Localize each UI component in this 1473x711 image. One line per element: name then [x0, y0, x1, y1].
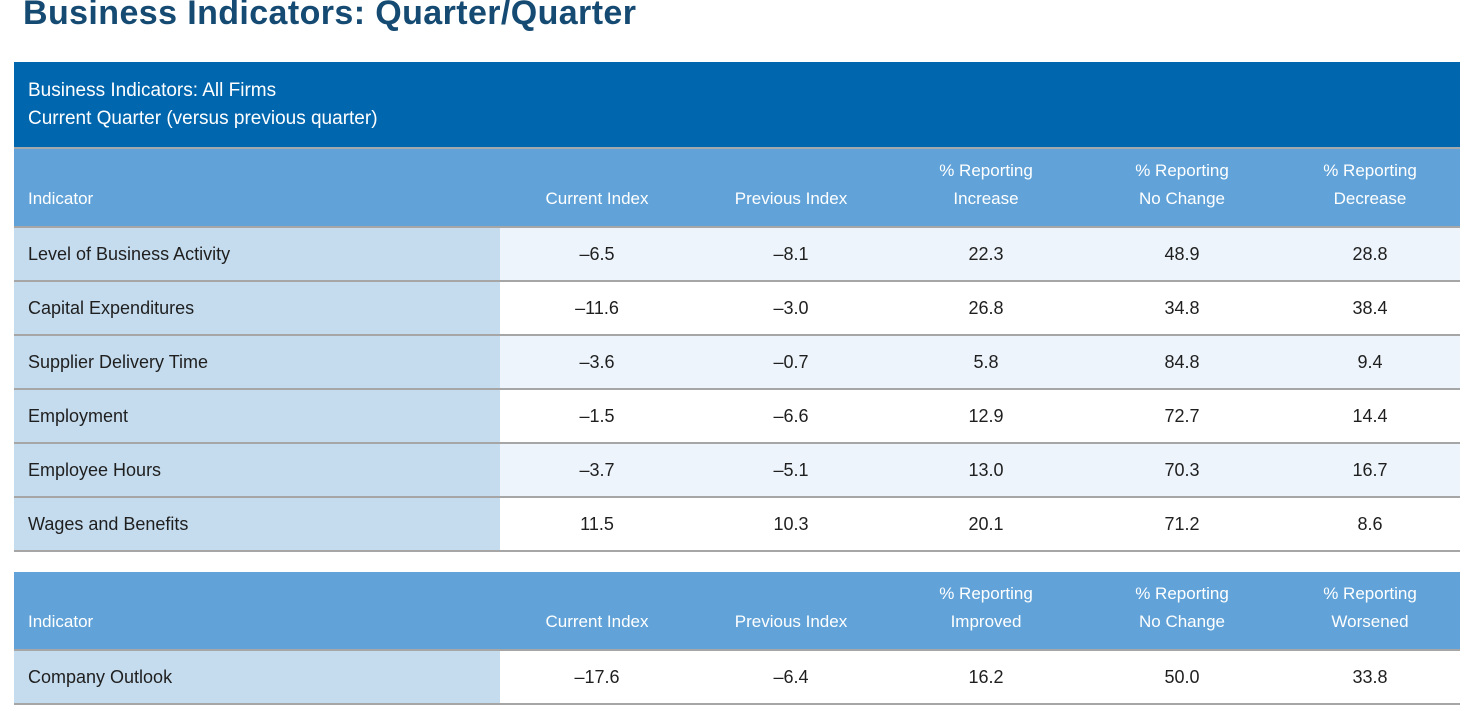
value-cell: –5.1 — [694, 444, 888, 496]
value-cell: 26.8 — [888, 282, 1084, 334]
column-header: Indicator — [28, 612, 94, 631]
value-cell: 11.5 — [500, 498, 694, 550]
value-cell: 33.8 — [1280, 651, 1460, 703]
indicator-cell: Supplier Delivery Time — [14, 336, 500, 388]
value-cell: 72.7 — [1084, 390, 1280, 442]
table-row: Level of Business Activity –6.5 –8.1 22.3 48… — [14, 226, 1460, 280]
column-header: % Reporting Decrease — [1323, 161, 1417, 208]
value-cell: 10.3 — [694, 498, 888, 550]
column-header: Current Index — [545, 612, 649, 631]
column-header: % Reporting Improved — [939, 584, 1033, 631]
value-cell: –3.0 — [694, 282, 888, 334]
column-header: Previous Index — [734, 189, 848, 208]
value-cell: 12.9 — [888, 390, 1084, 442]
column-header: Previous Index — [734, 612, 848, 631]
table-row: Company Outlook –17.6 –6.4 16.2 50.0 33.8 — [14, 649, 1460, 703]
value-cell: –17.6 — [500, 651, 694, 703]
value-cell: 70.3 — [1084, 444, 1280, 496]
column-header: % Reporting No Change — [1135, 584, 1229, 631]
value-cell: 9.4 — [1280, 336, 1460, 388]
value-cell: 5.8 — [888, 336, 1084, 388]
value-cell: –3.7 — [500, 444, 694, 496]
value-cell: 48.9 — [1084, 228, 1280, 280]
value-cell: 8.6 — [1280, 498, 1460, 550]
table-row: Supplier Delivery Time –3.6 –0.7 5.8 84.8 9.4 — [14, 334, 1460, 388]
value-cell: 20.1 — [888, 498, 1084, 550]
value-cell: 16.2 — [888, 651, 1084, 703]
value-cell: 38.4 — [1280, 282, 1460, 334]
value-cell: 34.8 — [1084, 282, 1280, 334]
value-cell: 14.4 — [1280, 390, 1460, 442]
business-indicators-table-body: Indicator Current Index Previous Index % Re… — [14, 149, 1460, 552]
value-cell: –3.6 — [500, 336, 694, 388]
table-row: Wages and Benefits 11.5 10.3 20.1 71.2 8.6 — [14, 496, 1460, 550]
column-header: % Reporting Worsened — [1323, 584, 1417, 631]
company-outlook-table-body: Indicator Current Index Previous Index % Re… — [14, 572, 1460, 705]
table-row: Employee Hours –3.7 –5.1 13.0 70.3 16.7 — [14, 442, 1460, 496]
indicator-cell: Company Outlook — [14, 651, 500, 703]
table-rows: Level of Business Activity –6.5 –8.1 22.3 48… — [14, 226, 1460, 552]
value-cell: 50.0 — [1084, 651, 1280, 703]
value-cell: 84.8 — [1084, 336, 1280, 388]
table-rows: Company Outlook –17.6 –6.4 16.2 50.0 33.8 — [14, 649, 1460, 705]
value-cell: –1.5 — [500, 390, 694, 442]
column-header: Current Index — [545, 189, 649, 208]
value-cell: 71.2 — [1084, 498, 1280, 550]
table-row: Capital Expenditures –11.6 –3.0 26.8 34.8 38.… — [14, 280, 1460, 334]
banner-line-1: Business Indicators: All Firms — [28, 80, 277, 101]
value-cell: 22.3 — [888, 228, 1084, 280]
table-header-row: Indicator Current Index Previous Index % Re… — [14, 149, 1460, 226]
value-cell: –6.5 — [500, 228, 694, 280]
table-header-row: Indicator Current Index Previous Index % Re… — [14, 572, 1460, 649]
value-cell: –6.6 — [694, 390, 888, 442]
banner-line-2: Current Quarter (versus previous quarter… — [28, 108, 378, 129]
business-indicators-table: Business Indicators: All Firms Current Q… — [14, 62, 1460, 552]
table-row: Employment –1.5 –6.6 12.9 72.7 14.4 — [14, 388, 1460, 442]
value-cell: –0.7 — [694, 336, 888, 388]
indicator-cell: Wages and Benefits — [14, 498, 500, 550]
value-cell: –11.6 — [500, 282, 694, 334]
indicator-cell: Level of Business Activity — [14, 228, 500, 280]
page-title: Business Indicators: Quarter/Quarter — [23, 0, 637, 32]
indicator-cell: Capital Expenditures — [14, 282, 500, 334]
column-header: % Reporting No Change — [1135, 161, 1229, 208]
summary-banner: Business Indicators: All Firms Current Q… — [14, 62, 1460, 149]
column-header: % Reporting Increase — [939, 161, 1033, 208]
indicator-cell: Employee Hours — [14, 444, 500, 496]
indicator-cell: Employment — [14, 390, 500, 442]
value-cell: 13.0 — [888, 444, 1084, 496]
company-outlook-table: Indicator Current Index Previous Index % Re… — [14, 572, 1460, 705]
value-cell: –8.1 — [694, 228, 888, 280]
column-header: Indicator — [28, 189, 94, 208]
value-cell: –6.4 — [694, 651, 888, 703]
value-cell: 16.7 — [1280, 444, 1460, 496]
value-cell: 28.8 — [1280, 228, 1460, 280]
